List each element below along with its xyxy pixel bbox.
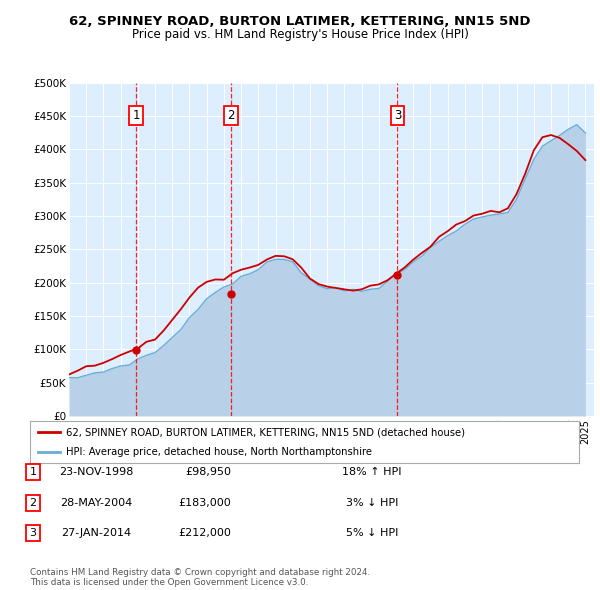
Text: 2: 2 [29, 498, 37, 507]
Text: 28-MAY-2004: 28-MAY-2004 [60, 498, 132, 507]
Text: 1: 1 [133, 109, 140, 123]
Text: 3: 3 [394, 109, 401, 123]
Text: 3: 3 [29, 529, 37, 538]
Text: 18% ↑ HPI: 18% ↑ HPI [342, 467, 402, 477]
Text: 5% ↓ HPI: 5% ↓ HPI [346, 529, 398, 538]
Text: 2: 2 [227, 109, 235, 123]
Text: 3% ↓ HPI: 3% ↓ HPI [346, 498, 398, 507]
Text: £183,000: £183,000 [178, 498, 231, 507]
Text: 27-JAN-2014: 27-JAN-2014 [61, 529, 131, 538]
Text: 62, SPINNEY ROAD, BURTON LATIMER, KETTERING, NN15 5ND: 62, SPINNEY ROAD, BURTON LATIMER, KETTER… [69, 15, 531, 28]
Text: 23-NOV-1998: 23-NOV-1998 [59, 467, 133, 477]
Text: 62, SPINNEY ROAD, BURTON LATIMER, KETTERING, NN15 5ND (detached house): 62, SPINNEY ROAD, BURTON LATIMER, KETTER… [65, 427, 464, 437]
Text: Price paid vs. HM Land Registry's House Price Index (HPI): Price paid vs. HM Land Registry's House … [131, 28, 469, 41]
Text: Contains HM Land Registry data © Crown copyright and database right 2024.
This d: Contains HM Land Registry data © Crown c… [30, 568, 370, 587]
Text: £212,000: £212,000 [178, 529, 231, 538]
Text: 1: 1 [29, 467, 37, 477]
Text: £98,950: £98,950 [185, 467, 231, 477]
Text: HPI: Average price, detached house, North Northamptonshire: HPI: Average price, detached house, Nort… [65, 447, 371, 457]
